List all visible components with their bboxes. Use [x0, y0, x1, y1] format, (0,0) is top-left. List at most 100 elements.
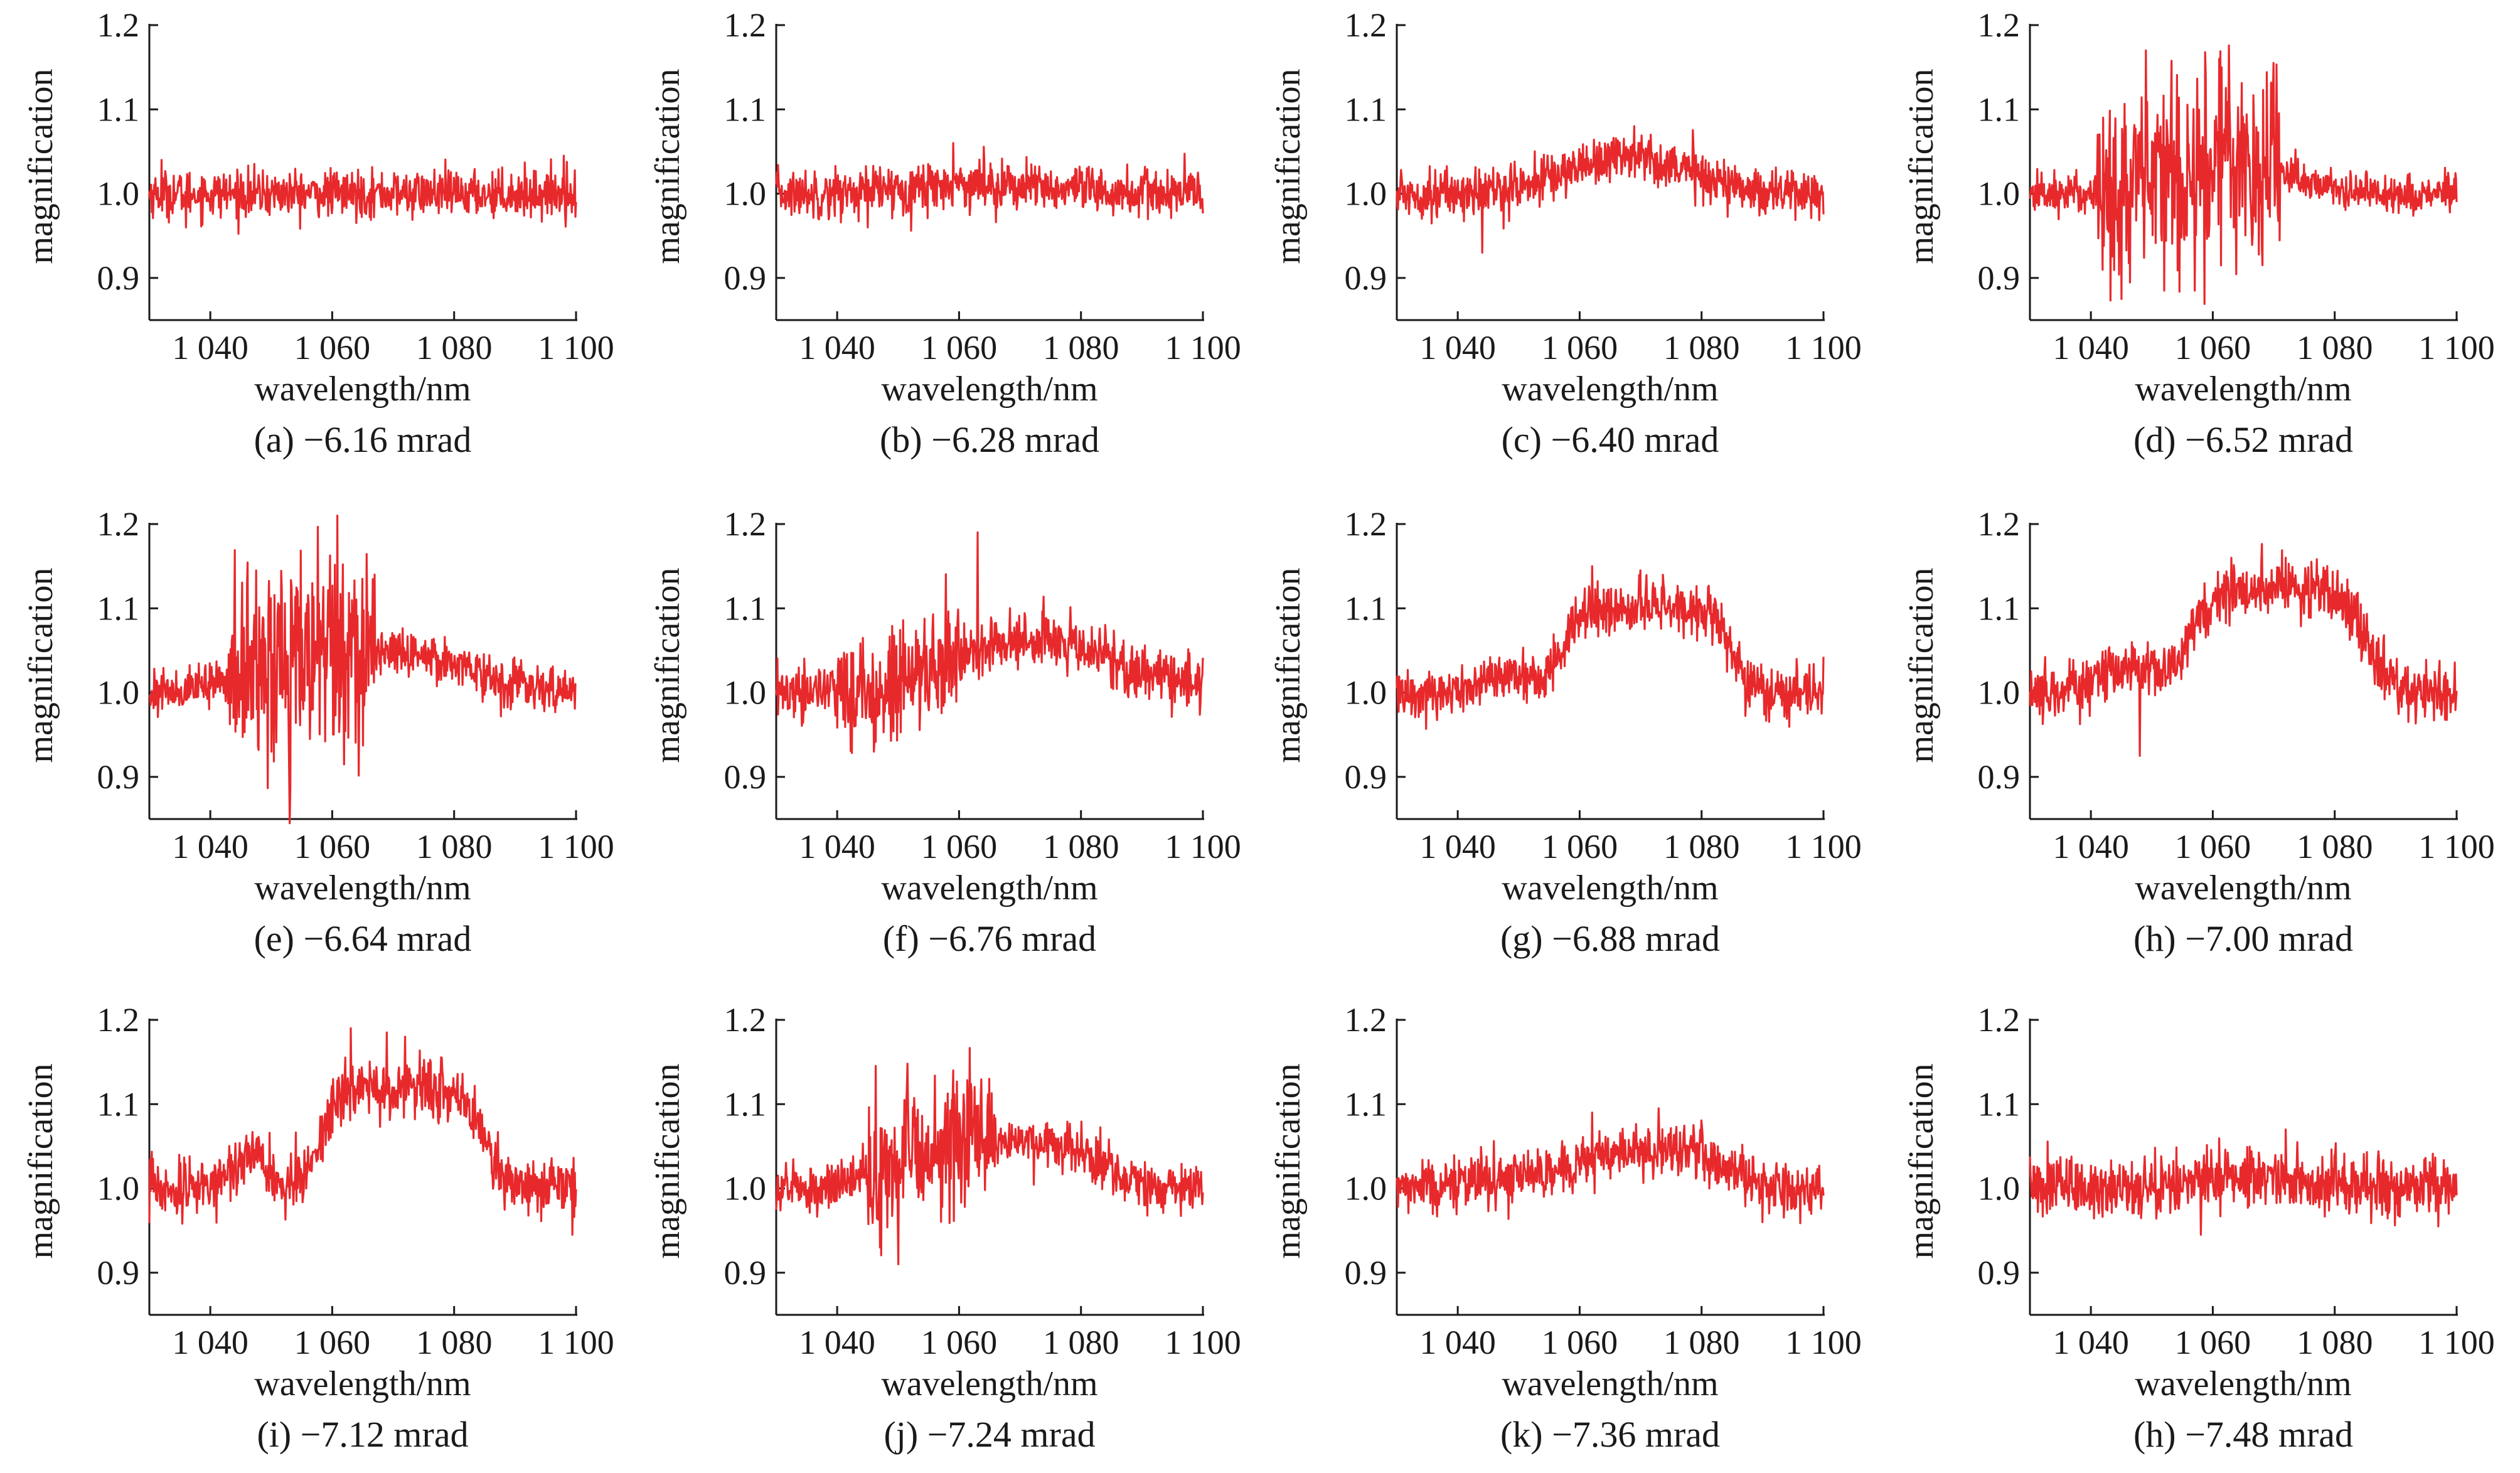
x-tick-label: 1 080: [1663, 828, 1740, 865]
x-axis-label: wavelength/nm: [254, 370, 471, 409]
subplot-k: 0.9 1.0 1.1 1.2 1 040 1 060 1 080 1 100 magnific…: [1269, 1001, 1862, 1455]
y-axis-label: magnification: [648, 567, 687, 763]
subplot-caption: (h) −7.00 mrad: [2133, 918, 2353, 959]
x-tick-label: 1 040: [2053, 1324, 2129, 1361]
y-tick-label: 0.9: [97, 758, 140, 796]
y-tick-label: 1.2: [724, 1001, 767, 1039]
x-axis-label: wavelength/nm: [1502, 1364, 1718, 1403]
y-tick-label: 1.1: [1978, 90, 2021, 128]
series-line: [148, 154, 577, 235]
x-tick-label: 1 100: [538, 828, 614, 865]
y-tick-label: 1.0: [724, 175, 767, 213]
y-tick-label: 1.2: [724, 6, 767, 44]
y-tick-label: 0.9: [97, 259, 140, 297]
x-tick-label: 1 080: [1043, 1324, 1119, 1361]
y-axis-label: magnification: [21, 1063, 60, 1258]
subplot-caption: (e) −6.64 mrad: [254, 918, 472, 959]
y-tick-label: 1.1: [1345, 90, 1387, 128]
x-tick-label: 1 060: [1542, 329, 1618, 367]
subplot-e: 0.9 1.0 1.1 1.2 1 040 1 060 1 080 1 100 magnific…: [21, 505, 614, 959]
x-tick-label: 1 060: [1542, 828, 1618, 865]
y-tick-label: 1.0: [1978, 674, 2021, 712]
y-tick-label: 1.1: [724, 90, 767, 128]
y-tick-label: 1.0: [724, 674, 767, 712]
x-axis-label: wavelength/nm: [1502, 370, 1718, 409]
y-tick-label: 1.2: [97, 1001, 140, 1039]
x-tick-label: 1 100: [2418, 828, 2495, 865]
subplot-caption: (f) −6.76 mrad: [883, 918, 1096, 959]
y-tick-label: 1.1: [1345, 589, 1387, 627]
x-tick-label: 1 100: [1165, 329, 1241, 367]
x-tick-label: 1 080: [416, 1324, 493, 1361]
x-tick-label: 1 100: [1165, 1324, 1241, 1361]
subplot-d: 0.9 1.0 1.1 1.2 1 040 1 060 1 080 1 100 magnific…: [1902, 6, 2495, 460]
y-tick-label: 1.0: [97, 175, 140, 213]
y-tick-label: 1.2: [724, 505, 767, 543]
x-axis-label: wavelength/nm: [881, 370, 1097, 409]
y-tick-label: 1.2: [1978, 505, 2021, 543]
y-tick-label: 0.9: [1345, 259, 1387, 297]
x-axis-label: wavelength/nm: [881, 869, 1097, 908]
x-tick-label: 1 040: [172, 329, 248, 367]
y-axis-label: magnification: [1902, 567, 1941, 763]
x-axis-label: wavelength/nm: [2135, 869, 2351, 908]
x-tick-label: 1 060: [2175, 828, 2251, 865]
x-tick-label: 1 060: [2175, 329, 2251, 367]
series-line: [775, 1047, 1204, 1265]
y-tick-label: 1.1: [724, 589, 767, 627]
subplot-caption: (j) −7.24 mrad: [884, 1414, 1095, 1455]
subplot-f: 0.9 1.0 1.1 1.2 1 040 1 060 1 080 1 100 magnific…: [648, 505, 1241, 959]
x-tick-label: 1 040: [172, 828, 248, 865]
y-tick-label: 0.9: [1345, 1254, 1387, 1292]
x-axis-label: wavelength/nm: [2135, 370, 2351, 409]
subplot-h: 0.9 1.0 1.1 1.2 1 040 1 060 1 080 1 100 magnific…: [1902, 505, 2495, 959]
y-tick-label: 1.2: [1345, 6, 1387, 44]
x-tick-label: 1 080: [2297, 1324, 2373, 1361]
y-axis-label: magnification: [21, 68, 60, 264]
y-axis-label: magnification: [1902, 1063, 1941, 1258]
y-tick-label: 0.9: [97, 1254, 140, 1292]
x-tick-label: 1 040: [1419, 329, 1496, 367]
y-tick-label: 1.0: [1978, 1170, 2021, 1208]
subplot-caption: (h) −7.48 mrad: [2133, 1414, 2353, 1455]
y-tick-label: 0.9: [1978, 758, 2021, 796]
y-tick-label: 1.1: [97, 589, 140, 627]
y-tick-label: 0.9: [1345, 758, 1387, 796]
x-tick-label: 1 080: [416, 828, 493, 865]
x-tick-label: 1 080: [2297, 329, 2373, 367]
x-tick-label: 1 040: [2053, 329, 2129, 367]
y-tick-label: 1.2: [97, 505, 140, 543]
y-axis-label: magnification: [1269, 1063, 1308, 1258]
x-tick-label: 1 040: [799, 329, 875, 367]
x-tick-label: 1 100: [1785, 1324, 1862, 1361]
y-axis-label: magnification: [648, 1063, 687, 1258]
subplot-l: 0.9 1.0 1.1 1.2 1 040 1 060 1 080 1 100 magnific…: [1902, 1001, 2495, 1455]
series-line: [2029, 543, 2458, 757]
series-line: [775, 142, 1204, 232]
y-axis-label: magnification: [1902, 68, 1941, 264]
y-tick-label: 0.9: [724, 259, 767, 297]
y-tick-label: 1.1: [1345, 1085, 1387, 1123]
x-axis-label: wavelength/nm: [1502, 869, 1718, 908]
y-tick-label: 0.9: [724, 758, 767, 796]
subplot-caption: (d) −6.52 mrad: [2133, 419, 2353, 460]
x-tick-label: 1 060: [294, 828, 371, 865]
y-tick-label: 1.1: [1978, 589, 2021, 627]
x-tick-label: 1 060: [921, 828, 998, 865]
x-tick-label: 1 060: [2175, 1324, 2251, 1361]
x-tick-label: 1 040: [799, 1324, 875, 1361]
y-tick-label: 1.0: [1345, 175, 1387, 213]
y-tick-label: 1.0: [1978, 175, 2021, 213]
subplot-j: 0.9 1.0 1.1 1.2 1 040 1 060 1 080 1 100 magnific…: [648, 1001, 1241, 1455]
subplot-b: 0.9 1.0 1.1 1.2 1 040 1 060 1 080 1 100 magnific…: [648, 6, 1241, 460]
y-tick-label: 1.2: [97, 6, 140, 44]
y-tick-label: 1.0: [1345, 674, 1387, 712]
y-tick-label: 0.9: [1978, 259, 2021, 297]
subplot-caption: (k) −7.36 mrad: [1500, 1414, 1720, 1455]
y-tick-label: 1.2: [1978, 6, 2021, 44]
x-tick-label: 1 080: [416, 329, 493, 367]
x-tick-label: 1 100: [1165, 828, 1241, 865]
subplot-c: 0.9 1.0 1.1 1.2 1 040 1 060 1 080 1 100 magnific…: [1269, 6, 1862, 460]
y-tick-label: 1.2: [1978, 1001, 2021, 1039]
